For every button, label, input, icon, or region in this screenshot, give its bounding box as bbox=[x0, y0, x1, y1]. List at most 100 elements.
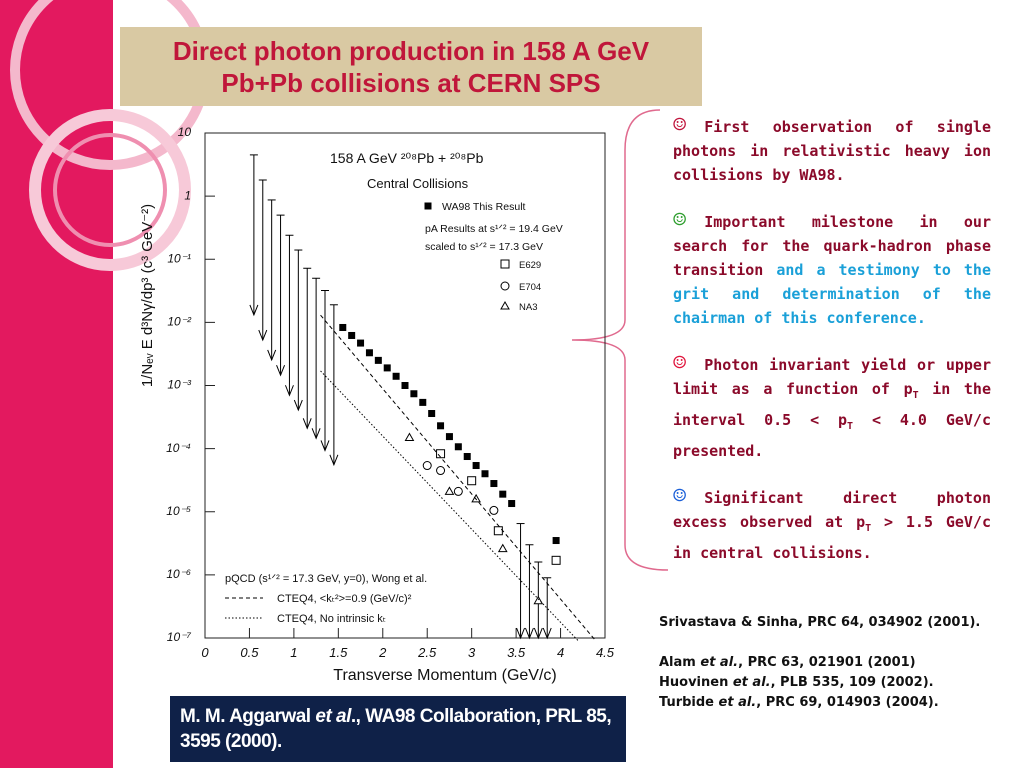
title-line: Direct photon production in 158 A GeV bbox=[172, 36, 650, 66]
upper-limit bbox=[524, 544, 534, 640]
annotation: pA Results at s¹ᐟ² = 19.4 GeV bbox=[425, 223, 563, 235]
limit-head bbox=[533, 627, 543, 640]
bullet-icon: ☺ bbox=[673, 351, 687, 376]
legend-label: CTEQ4, <kₜ²>=0.9 (GeV/c)² bbox=[277, 593, 412, 605]
upper-limit bbox=[302, 267, 312, 430]
bullet: ☺ Important milestone in our search for t… bbox=[673, 209, 991, 330]
x-tick-label: 4 bbox=[557, 645, 564, 660]
side-strip bbox=[0, 0, 113, 768]
limit-head bbox=[302, 418, 312, 430]
references: Srivastava & Sinha, PRC 64, 034902 (2001… bbox=[659, 613, 999, 713]
reference: Alam et al., PRC 63, 021901 (2001) bbox=[659, 653, 999, 673]
x-tick-label: 0 bbox=[201, 645, 209, 660]
y-tick-label: 10 bbox=[178, 125, 192, 139]
y-tick-label: 10⁻³ bbox=[167, 378, 192, 392]
bullet: ☺ Photon invariant yield or upper limit a… bbox=[673, 352, 991, 463]
x-tick-label: 3.5 bbox=[507, 645, 526, 660]
limit-head bbox=[267, 349, 277, 362]
upper-limit bbox=[258, 179, 268, 342]
upper-limit bbox=[267, 199, 277, 362]
point bbox=[339, 323, 347, 331]
ring bbox=[53, 133, 167, 247]
reference-text: Huovinen bbox=[659, 675, 733, 690]
upper-limit bbox=[293, 249, 303, 412]
upper-limit bbox=[311, 277, 321, 440]
point bbox=[463, 453, 471, 461]
bullet-text: < 4.0 GeV/c presented. bbox=[673, 411, 991, 460]
bullet-icon: ☺ bbox=[673, 208, 687, 233]
upper-limit bbox=[320, 289, 330, 452]
point bbox=[471, 493, 481, 503]
annotation: scaled to s¹ᐟ² = 17.3 GeV bbox=[425, 241, 543, 253]
legend-label: NA3 bbox=[519, 302, 537, 313]
point bbox=[481, 470, 489, 478]
reference-text: et al. bbox=[700, 655, 739, 670]
y-tick-label: 1 bbox=[184, 188, 191, 202]
curve bbox=[320, 370, 579, 642]
point bbox=[436, 466, 446, 476]
point bbox=[499, 490, 507, 498]
y-tick-label: 10⁻¹ bbox=[167, 251, 191, 265]
x-tick-label: 2.5 bbox=[417, 645, 437, 660]
y-tick-label: 10⁻² bbox=[167, 315, 192, 329]
bullet-text: First observation of single photons in r… bbox=[673, 118, 991, 184]
x-tick-label: 2 bbox=[378, 645, 387, 660]
point bbox=[453, 486, 463, 496]
title-line: Pb+Pb collisions at CERN SPS bbox=[221, 68, 601, 98]
x-tick-label: 1.5 bbox=[329, 645, 348, 660]
annotation: 158 A GeV ²⁰⁸Pb + ²⁰⁸Pb bbox=[330, 150, 484, 166]
curve bbox=[320, 314, 597, 642]
point bbox=[348, 331, 356, 339]
bullet-text: Important milestone in our search for th… bbox=[673, 213, 991, 279]
limit-head bbox=[329, 454, 339, 467]
point bbox=[428, 410, 436, 418]
reference-text: , PRC 69, 014903 (2004). bbox=[756, 695, 939, 710]
point bbox=[489, 505, 499, 515]
y-tick-label: 10⁻⁵ bbox=[166, 504, 191, 518]
ring bbox=[29, 109, 191, 271]
upper-limit bbox=[516, 523, 526, 640]
citation-text: et al bbox=[315, 706, 351, 727]
y-tick-label: 10⁻⁴ bbox=[166, 441, 191, 455]
point bbox=[500, 259, 510, 269]
point bbox=[467, 476, 477, 486]
point bbox=[500, 281, 510, 291]
bullet-icon: ☺ bbox=[673, 113, 687, 138]
point bbox=[392, 372, 400, 380]
point bbox=[500, 300, 510, 310]
reference: Srivastava & Sinha, PRC 64, 034902 (2001… bbox=[659, 613, 999, 633]
y-tick-label: 10⁻⁶ bbox=[166, 567, 191, 581]
bullet: ☺ Significant direct photon excess observ… bbox=[673, 485, 991, 565]
upper-limit bbox=[276, 214, 286, 377]
x-tick-label: 0.5 bbox=[240, 645, 259, 660]
bullet-text: T bbox=[847, 421, 854, 432]
annotation: Central Collisions bbox=[367, 176, 469, 191]
annotation: pQCD (s¹ᐟ² = 17.3 GeV, y=0), Wong et al. bbox=[225, 573, 427, 585]
bullet-text: > 1.5 GeV/c in central collisions. bbox=[673, 513, 991, 562]
point bbox=[472, 462, 480, 470]
point bbox=[493, 526, 503, 536]
point bbox=[422, 461, 432, 471]
point bbox=[533, 595, 544, 605]
reference-text: , PRC 63, 021901 (2001) bbox=[738, 655, 916, 670]
point bbox=[424, 202, 432, 210]
upper-limit bbox=[542, 577, 552, 640]
limit-head bbox=[516, 627, 526, 640]
bullet-text: T bbox=[865, 523, 872, 534]
limit-head bbox=[249, 304, 259, 317]
legend-swatch bbox=[500, 281, 510, 291]
x-tick-label: 4.5 bbox=[596, 645, 615, 660]
limit-head bbox=[524, 627, 534, 640]
x-tick-label: 3 bbox=[468, 645, 476, 660]
citation: M. M. Aggarwal et al., WA98 Collaboratio… bbox=[170, 696, 626, 762]
upper-limit bbox=[249, 154, 259, 317]
y-tick-label: 10⁻⁷ bbox=[167, 630, 192, 644]
reference-text: , PLB 535, 109 (2002). bbox=[770, 675, 934, 690]
bullet: ☺ First observation of single photons in … bbox=[673, 114, 991, 187]
bullet-text: T bbox=[912, 390, 919, 401]
reference-text: Srivastava & Sinha, PRC 64, 034902 (2001… bbox=[659, 615, 981, 630]
reference-text: et al. bbox=[718, 695, 757, 710]
reference-text: et al. bbox=[732, 675, 771, 690]
